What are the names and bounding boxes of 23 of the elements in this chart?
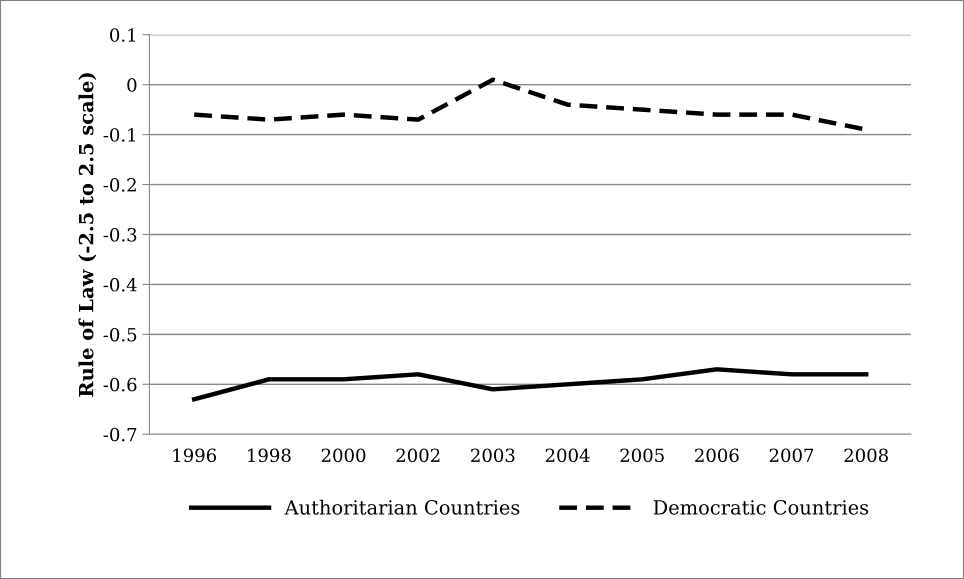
x-tick-label: 2006 bbox=[695, 448, 739, 462]
y-tick-label: -0.7 bbox=[104, 428, 136, 442]
x-tick-label: 1996 bbox=[173, 448, 216, 462]
legend-label: Authoritarian Countries bbox=[284, 500, 520, 515]
y-tick-label: -0.5 bbox=[104, 328, 136, 342]
x-tick-label: 2003 bbox=[471, 448, 515, 462]
y-tick-label: -0.4 bbox=[104, 278, 137, 292]
x-tick-label: 2005 bbox=[620, 448, 664, 462]
y-tick-label: -0.6 bbox=[104, 378, 136, 392]
y-tick-label: 0 bbox=[127, 78, 136, 92]
y-tick-label: -0.3 bbox=[104, 228, 136, 242]
x-tick-label: 1998 bbox=[248, 448, 291, 462]
line-series bbox=[192, 367, 868, 402]
y-tick-label: 0.1 bbox=[110, 28, 136, 42]
x-tick-label: 2007 bbox=[770, 448, 814, 462]
x-tick-label: 2008 bbox=[844, 448, 888, 462]
legend-label: Democratic Countries bbox=[654, 500, 868, 515]
y-tick-label: -0.1 bbox=[104, 128, 136, 142]
y-axis-title: Rule of Law (-2.5 to 2.5 scale) bbox=[78, 73, 96, 397]
x-tick-label: 2004 bbox=[546, 448, 590, 462]
y-tick-label: -0.2 bbox=[104, 178, 136, 192]
x-tick-label: 2002 bbox=[396, 448, 440, 462]
x-tick-label: 2000 bbox=[322, 448, 366, 462]
